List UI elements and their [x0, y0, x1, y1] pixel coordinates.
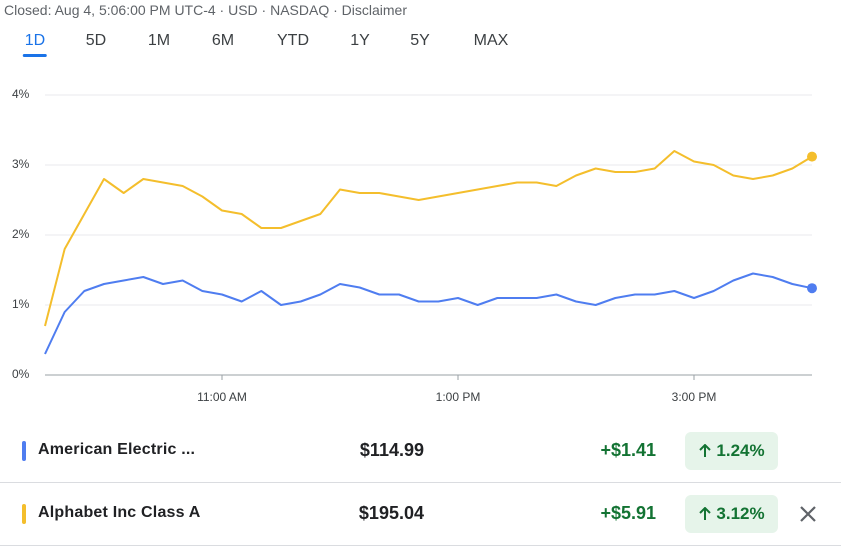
- range-tab[interactable]: 1Y: [350, 32, 370, 49]
- stock-name: Alphabet Inc Class A: [38, 504, 201, 521]
- up-arrow: [699, 507, 712, 520]
- percent: 1.24%: [716, 441, 765, 460]
- x-tick-label: 3:00 PM: [672, 390, 717, 404]
- y-tick-label: 4%: [12, 87, 30, 101]
- range-tab[interactable]: 5Y: [410, 32, 430, 49]
- price: $195.04: [358, 503, 424, 523]
- quote-row[interactable]: Alphabet Inc Class A $195.04 +$5.91 3.12…: [0, 483, 841, 546]
- remove-button[interactable]: [798, 504, 818, 524]
- chart: 0% 1% 2% 3% 4% 11:00 AM 1:00 PM 3:00 PM: [12, 87, 817, 404]
- change: +$5.91: [600, 503, 656, 523]
- x-tick-label: 1:00 PM: [436, 390, 481, 404]
- y-tick-label: 3%: [12, 157, 30, 171]
- range-tab[interactable]: 6M: [211, 32, 235, 49]
- series-line: [44, 150, 813, 327]
- end-dot: [807, 151, 817, 162]
- price: $114.99: [359, 440, 424, 460]
- status-header: Closed: Aug 4, 5:06:00 PM UTC-4 · USD · …: [4, 2, 408, 18]
- percent-badge: 1.24%: [685, 432, 778, 470]
- y-tick-label: 1%: [12, 297, 30, 311]
- end-dot: [807, 283, 817, 294]
- percent: 3.12%: [716, 504, 765, 523]
- range-tab[interactable]: 1M: [147, 32, 171, 49]
- percent-badge: 3.12%: [685, 495, 778, 533]
- up-arrow: [699, 444, 712, 457]
- change: +$1.41: [600, 440, 656, 460]
- x-tick-label: 11:00 AM: [197, 390, 247, 404]
- quote-row[interactable]: American Electric ... $114.99 +$1.41 1.2…: [0, 420, 841, 483]
- range-tab[interactable]: MAX: [473, 32, 509, 49]
- range-tab[interactable]: 5D: [85, 32, 107, 49]
- series-line: [44, 272, 813, 355]
- range-tab[interactable]: YTD: [277, 32, 309, 49]
- series-swatch: [22, 441, 26, 461]
- y-tick-label: 0%: [12, 367, 30, 381]
- series-swatch: [22, 504, 26, 524]
- stock-name: American Electric ...: [38, 441, 196, 458]
- y-tick-label: 2%: [12, 227, 30, 241]
- range-tab[interactable]: 1D: [22, 32, 48, 57]
